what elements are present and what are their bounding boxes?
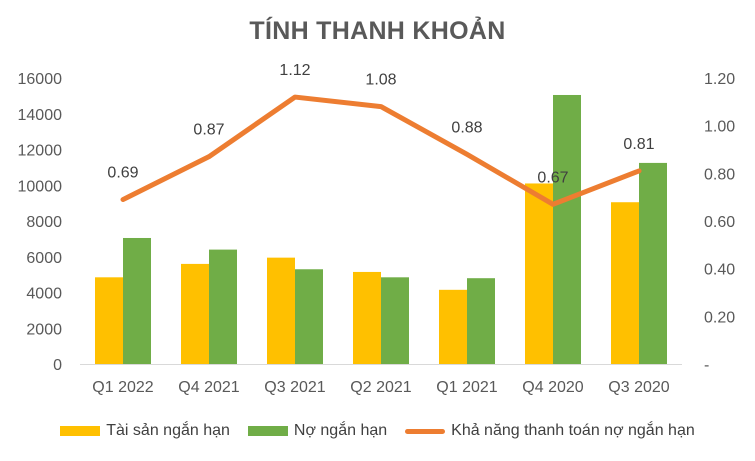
legend-swatch-liabilities bbox=[247, 426, 288, 436]
bar-assets bbox=[353, 271, 381, 364]
ratio-line bbox=[120, 94, 642, 207]
legend-swatch-assets bbox=[60, 426, 101, 436]
bar-liabilities bbox=[123, 237, 151, 364]
bar-liabilities bbox=[209, 249, 237, 364]
y-right-tick-label: 0.60 bbox=[704, 214, 735, 231]
x-tick-label: Q1 2021 bbox=[436, 379, 497, 396]
y-right-tick-label: - bbox=[704, 357, 709, 374]
bar-assets bbox=[267, 257, 295, 364]
bar-assets bbox=[95, 277, 123, 364]
y-left-tick-label: 16000 bbox=[18, 71, 63, 88]
chart-title: TÍNH THANH KHOẢN bbox=[249, 17, 506, 45]
x-tick-label: Q3 2021 bbox=[264, 379, 325, 396]
ratio-data-label: 0.87 bbox=[193, 122, 224, 139]
bar-liabilities bbox=[467, 278, 495, 364]
y-right-tick-label: 1.00 bbox=[704, 119, 735, 136]
ratio-data-label: 1.08 bbox=[365, 72, 396, 89]
y-left-tick-label: 2000 bbox=[26, 321, 62, 338]
ratio-data-label: 0.67 bbox=[537, 169, 568, 186]
x-tick-label: Q3 2020 bbox=[608, 379, 669, 396]
legend-item-ratio: Khả năng thanh toán nợ ngắn hạn bbox=[405, 422, 695, 440]
bar-assets bbox=[439, 289, 467, 364]
legend-item-liabilities: Nợ ngắn hạn bbox=[247, 422, 388, 440]
ratio-data-label: 0.69 bbox=[107, 165, 138, 182]
x-tick-label: Q1 2022 bbox=[92, 379, 153, 396]
x-tick-label: Q4 2021 bbox=[178, 379, 239, 396]
y-left-tick-label: 0 bbox=[53, 357, 62, 374]
legend-swatch-ratio bbox=[405, 428, 446, 434]
y-right-tick-label: 0.20 bbox=[704, 309, 735, 326]
ratio-data-label: 1.12 bbox=[279, 62, 310, 79]
bar-assets bbox=[611, 202, 639, 364]
bar-assets bbox=[525, 183, 553, 364]
x-tick-label: Q4 2020 bbox=[522, 379, 583, 396]
bar-liabilities bbox=[639, 162, 667, 364]
legend: Tài sản ngắn hạn Nợ ngắn hạn Khả năng th… bbox=[0, 421, 755, 441]
legend-label-liabilities: Nợ ngắn hạn bbox=[293, 422, 388, 439]
legend-label-assets: Tài sản ngắn hạn bbox=[106, 422, 230, 439]
ratio-data-label: 0.88 bbox=[451, 119, 482, 136]
y-right-tick-label: 0.80 bbox=[704, 166, 735, 183]
y-left-tick-label: 10000 bbox=[18, 178, 63, 195]
bar-assets bbox=[181, 263, 209, 364]
x-tick-label: Q2 2021 bbox=[350, 379, 411, 396]
y-left-tick-label: 6000 bbox=[26, 250, 62, 267]
y-left-tick-label: 12000 bbox=[18, 143, 63, 160]
y-left-tick-label: 8000 bbox=[26, 214, 62, 231]
y-right-tick-label: 0.40 bbox=[704, 262, 735, 279]
y-right-tick-label: 1.20 bbox=[704, 71, 735, 88]
y-left-tick-label: 14000 bbox=[18, 107, 63, 124]
legend-label-ratio: Khả năng thanh toán nợ ngắn hạn bbox=[451, 422, 695, 439]
ratio-data-label: 0.81 bbox=[623, 136, 654, 153]
y-left-tick-label: 4000 bbox=[26, 286, 62, 303]
bar-liabilities bbox=[381, 277, 409, 364]
legend-item-assets: Tài sản ngắn hạn bbox=[60, 422, 230, 440]
bar-liabilities bbox=[553, 94, 581, 364]
bar-liabilities bbox=[295, 269, 323, 364]
